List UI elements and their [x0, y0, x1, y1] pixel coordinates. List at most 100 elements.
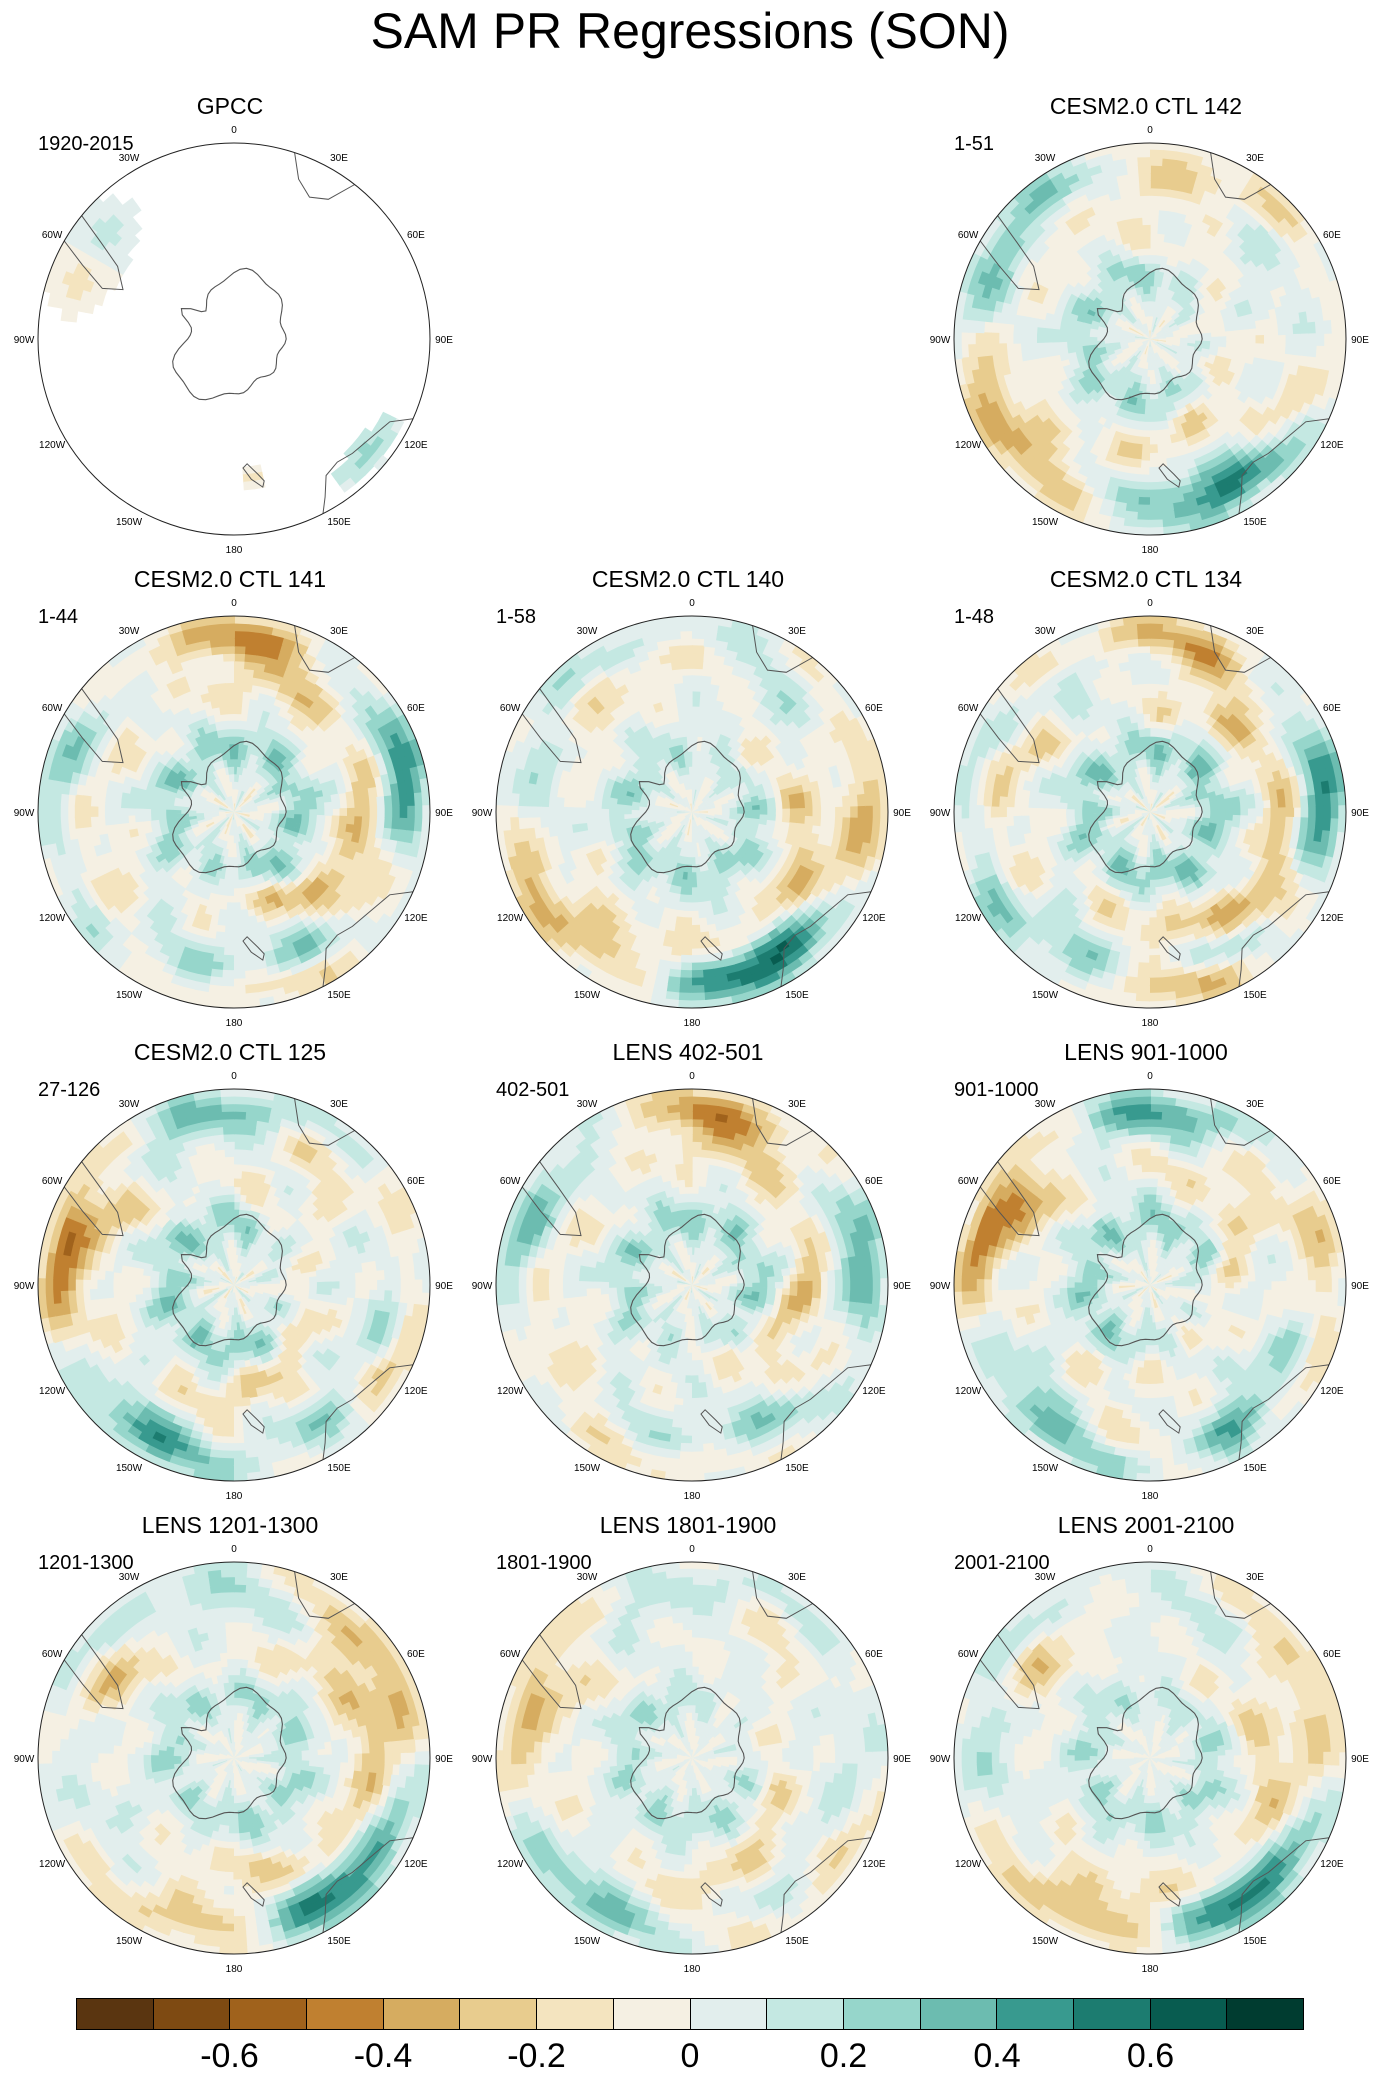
- field-cell: [57, 712, 72, 730]
- field-cell: [688, 765, 693, 775]
- field-cell: [658, 654, 672, 665]
- field-cell: [61, 743, 74, 759]
- field-cell: [251, 676, 264, 687]
- field-cell: [1157, 225, 1167, 235]
- field-cell: [1144, 339, 1150, 346]
- field-cell: [1162, 346, 1171, 353]
- field-cell: [1013, 187, 1030, 204]
- field-cell: [729, 807, 739, 811]
- field-cell: [1073, 211, 1087, 224]
- field-cell: [270, 818, 280, 824]
- field-cell: [151, 824, 161, 833]
- field-cell: [1139, 406, 1146, 416]
- field-cell: [201, 828, 211, 836]
- field-cell: [1187, 308, 1197, 317]
- field-cell: [1233, 448, 1248, 463]
- field-cell: [1149, 496, 1162, 506]
- field-cell: [792, 895, 806, 910]
- field-cell: [833, 871, 847, 886]
- field-cell: [324, 801, 333, 810]
- field-cell: [1204, 458, 1218, 471]
- field-cell: [253, 842, 262, 852]
- field-cell: [1262, 245, 1277, 260]
- field-cell: [673, 744, 680, 754]
- field-cell: [246, 768, 253, 778]
- field-cell: [609, 824, 619, 833]
- field-cell: [1045, 164, 1063, 180]
- field-cell: [1127, 488, 1140, 498]
- field-cell: [687, 750, 693, 760]
- field-cell: [1149, 474, 1161, 484]
- field-cell: [560, 726, 574, 741]
- regression-field: [42, 193, 405, 493]
- field-cell: [112, 798, 122, 809]
- field-cell: [780, 683, 795, 697]
- field-cell: [1144, 332, 1150, 339]
- field-cell: [702, 968, 716, 979]
- field-cell: [699, 808, 708, 811]
- field-cell: [757, 793, 768, 801]
- field-cell: [1036, 342, 1045, 351]
- field-cell: [1108, 355, 1118, 363]
- field-cell: [1156, 331, 1165, 336]
- field-cell: [585, 807, 595, 816]
- field-cell: [1151, 323, 1154, 332]
- field-cell: [781, 815, 791, 823]
- field-cell: [1177, 348, 1187, 354]
- field-cell: [286, 801, 295, 807]
- field-cell: [309, 809, 318, 816]
- field-cell: [1190, 315, 1200, 323]
- field-cell: [97, 874, 110, 888]
- field-cell: [746, 655, 761, 668]
- field-cell: [201, 951, 215, 963]
- field-cell: [639, 819, 649, 825]
- field-cell: [76, 709, 91, 726]
- field-cell: [972, 420, 987, 438]
- field-cell: [998, 421, 1013, 437]
- field-cell: [692, 808, 700, 812]
- field-cell: [1150, 331, 1154, 339]
- field-cell: [619, 764, 630, 775]
- field-cell: [260, 778, 269, 787]
- field-cell: [620, 938, 634, 951]
- field-cell: [242, 938, 253, 949]
- field-cell: [709, 937, 721, 948]
- field-cell: [203, 802, 213, 807]
- field-cell: [809, 909, 824, 925]
- field-cell: [322, 638, 340, 653]
- field-cell: [271, 781, 281, 790]
- field-cell: [1181, 222, 1193, 233]
- field-cell: [214, 786, 221, 795]
- field-cell: [1167, 387, 1175, 397]
- field-cell: [169, 629, 185, 642]
- field-cell: [1124, 249, 1134, 260]
- field-cell: [143, 887, 156, 900]
- field-cell: [344, 463, 361, 479]
- field-cell: [1176, 305, 1185, 314]
- field-cell: [653, 783, 663, 791]
- field-cell: [358, 427, 373, 443]
- field-cell: [1140, 325, 1146, 333]
- field-cell: [1149, 384, 1154, 393]
- field-cell: [1121, 291, 1129, 301]
- field-cell: [603, 831, 614, 841]
- field-cell: [1046, 472, 1063, 487]
- field-cell: [120, 807, 129, 816]
- field-cell: [699, 813, 708, 817]
- field-cell: [1297, 444, 1314, 462]
- field-cell: [757, 770, 768, 780]
- field-cell: [1143, 421, 1150, 431]
- field-cell: [224, 766, 229, 776]
- field-cell: [1156, 317, 1162, 326]
- field-cell: [660, 848, 668, 858]
- field-cell: [1176, 352, 1185, 359]
- field-cell: [686, 812, 692, 819]
- field-cell: [1103, 308, 1113, 317]
- field-cell: [1200, 380, 1211, 391]
- field-cell: [299, 793, 310, 801]
- field-cell: [1183, 353, 1193, 360]
- field-cell: [675, 831, 682, 840]
- field-cell: [1160, 180, 1173, 190]
- field-cell: [654, 770, 664, 780]
- field-cell: [1053, 177, 1070, 192]
